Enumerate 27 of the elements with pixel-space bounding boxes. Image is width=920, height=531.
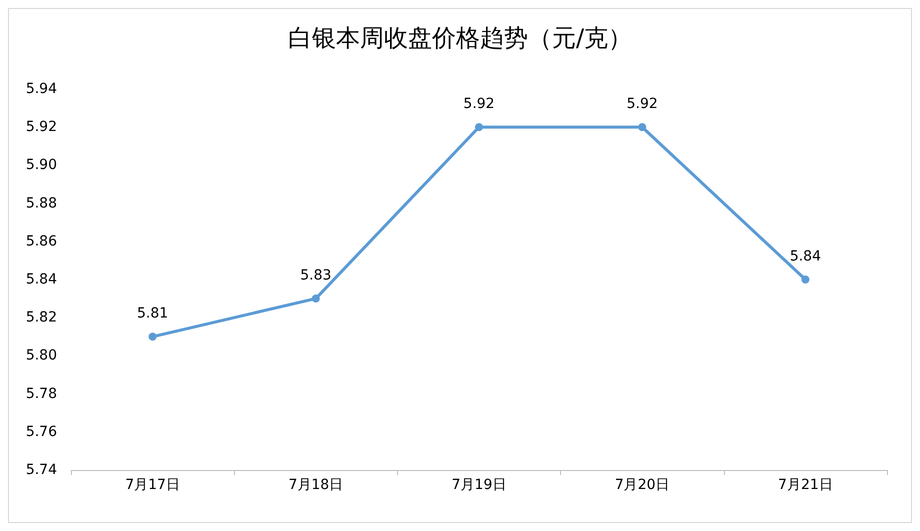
- x-tick-label: 7月19日: [452, 477, 506, 493]
- x-tick-label: 7月17日: [125, 477, 180, 493]
- y-tick-label: 5.78: [26, 386, 57, 402]
- point: [801, 276, 810, 284]
- y-tick-label: 5.90: [26, 157, 57, 174]
- y-tick-label: 5.92: [26, 119, 57, 136]
- y-tick-label: 5.74: [26, 462, 58, 478]
- data-label: 5.92: [463, 96, 495, 112]
- point: [475, 123, 483, 132]
- data-label: 5.81: [137, 306, 168, 322]
- y-tick-label: 5.94: [26, 81, 58, 97]
- chart-title: 白银本周收盘价格趋势（元/克）: [288, 24, 632, 52]
- data-label: 5.84: [790, 248, 822, 264]
- y-tick-label: 5.86: [26, 233, 58, 250]
- data-label: 5.92: [626, 96, 658, 112]
- y-tick-label: 5.82: [26, 310, 57, 326]
- data-label: 5.83: [300, 268, 332, 284]
- x-tick-label: 7月18日: [288, 477, 344, 493]
- y-tick-label: 5.88: [26, 195, 57, 212]
- x-tick-label: 7月21日: [778, 477, 833, 493]
- x-tick-label: 7月20日: [614, 477, 670, 493]
- y-tick-label: 5.76: [26, 424, 58, 440]
- point: [312, 294, 320, 303]
- point: [148, 332, 157, 341]
- y-tick-label: 5.80: [26, 348, 57, 364]
- y-tick-label: 5.84: [26, 272, 58, 288]
- point: [638, 123, 646, 132]
